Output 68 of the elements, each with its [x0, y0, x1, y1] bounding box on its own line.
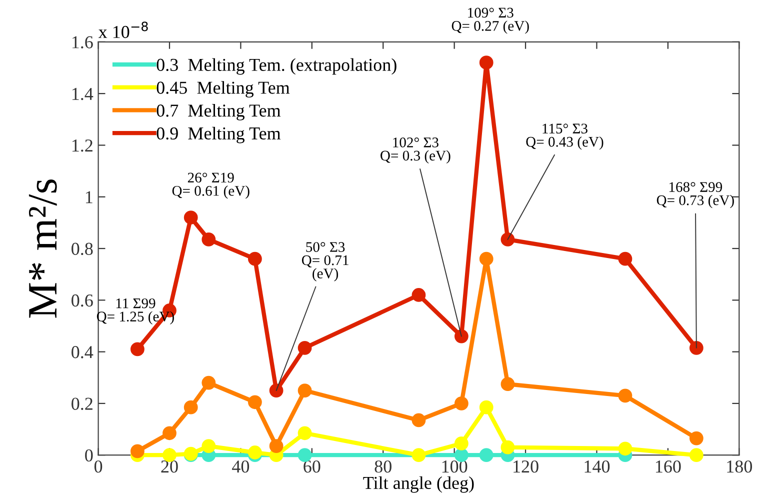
- y-tick-label: 0.8: [72, 242, 93, 256]
- y-tick-label: 1.4: [72, 88, 94, 100]
- point: [500, 440, 515, 454]
- point: [298, 426, 312, 440]
- point: [689, 431, 704, 446]
- point: [269, 384, 284, 398]
- x-tick-label: 40: [232, 460, 250, 473]
- annotation: 109° Σ3 Q= 0.27 (eV): [452, 8, 529, 34]
- point: [184, 400, 198, 414]
- annotation: 50° Σ3 Q= 0.71 (eV): [302, 242, 348, 282]
- point: [618, 252, 632, 266]
- legend-label: 0.3 Melting Tem. (extrapolation): [156, 58, 396, 75]
- point: [202, 232, 216, 246]
- x-axis-title: Tilt angle (deg): [363, 476, 474, 493]
- x-tick-label: 60: [304, 460, 320, 473]
- legend-label: 0.9 Melting Tem: [156, 126, 281, 144]
- point: [479, 448, 494, 462]
- point: [184, 210, 198, 224]
- point: [130, 444, 144, 458]
- y-tick-label: 1.2: [72, 140, 92, 152]
- y-tick-label: 0.4: [72, 346, 94, 358]
- x-tick-label: 20: [161, 460, 178, 473]
- point: [412, 448, 426, 462]
- annotation: 115° Σ3 Q= 0.43 (eV): [526, 124, 604, 150]
- point: [298, 384, 312, 398]
- point: [618, 442, 632, 456]
- x-tick-label: 0: [94, 460, 102, 473]
- point: [689, 448, 704, 462]
- text: x 10$^{−8}$: [98, 22, 148, 38]
- point: [269, 439, 284, 453]
- y-tick-label: 0: [85, 449, 93, 462]
- legend-label: 0.45 Melting Tem: [156, 81, 290, 98]
- x-tick-label: 140: [584, 460, 610, 473]
- y-tick-label: 1: [86, 191, 92, 204]
- point: [130, 342, 144, 356]
- annotation: 102° Σ3 Q= 0.3 (eV): [380, 137, 450, 164]
- x-tick-label: 180: [727, 460, 752, 473]
- x-tick-label: 80: [374, 460, 392, 473]
- point: [202, 439, 216, 453]
- point: [412, 288, 426, 302]
- point: [454, 436, 468, 450]
- point: [248, 252, 262, 266]
- point: [500, 232, 515, 246]
- x-tick-label: 120: [514, 460, 538, 473]
- y-axis-title: M* m²/s: [28, 180, 57, 318]
- point: [298, 340, 312, 355]
- point: [479, 400, 494, 414]
- point: [479, 56, 494, 70]
- annotation: 168° Σ99 Q= 0.73 (eV): [656, 182, 734, 208]
- point: [618, 388, 632, 403]
- legend-label: 0.7 Melting Tem: [156, 104, 281, 120]
- x-tick-label: 160: [656, 460, 681, 473]
- y-tick-label: 1.6: [72, 36, 93, 48]
- point: [479, 252, 494, 266]
- point: [248, 395, 262, 410]
- point: [248, 446, 262, 460]
- point: [689, 340, 704, 355]
- point: [454, 329, 468, 344]
- point: [412, 413, 426, 428]
- x-tick-label: 100: [442, 460, 468, 473]
- point: [162, 426, 176, 440]
- y-tick-label: 0.2: [72, 398, 92, 410]
- point: [202, 376, 216, 390]
- point: [298, 448, 312, 462]
- point: [500, 377, 515, 392]
- annotation: 26° Σ19 Q= 0.61 (eV): [172, 172, 250, 199]
- point: [454, 396, 468, 410]
- y-tick-label: 0.6: [72, 294, 93, 307]
